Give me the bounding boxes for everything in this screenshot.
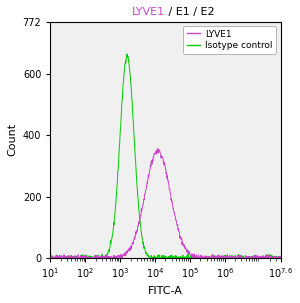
Legend: LYVE1, Isotype control: LYVE1, Isotype control: [183, 26, 276, 54]
Y-axis label: Count: Count: [7, 123, 17, 156]
X-axis label: FITC-A: FITC-A: [148, 286, 183, 296]
Text: / E1 / E2: / E1 / E2: [165, 7, 215, 17]
Text: LYVE1: LYVE1: [132, 7, 165, 17]
